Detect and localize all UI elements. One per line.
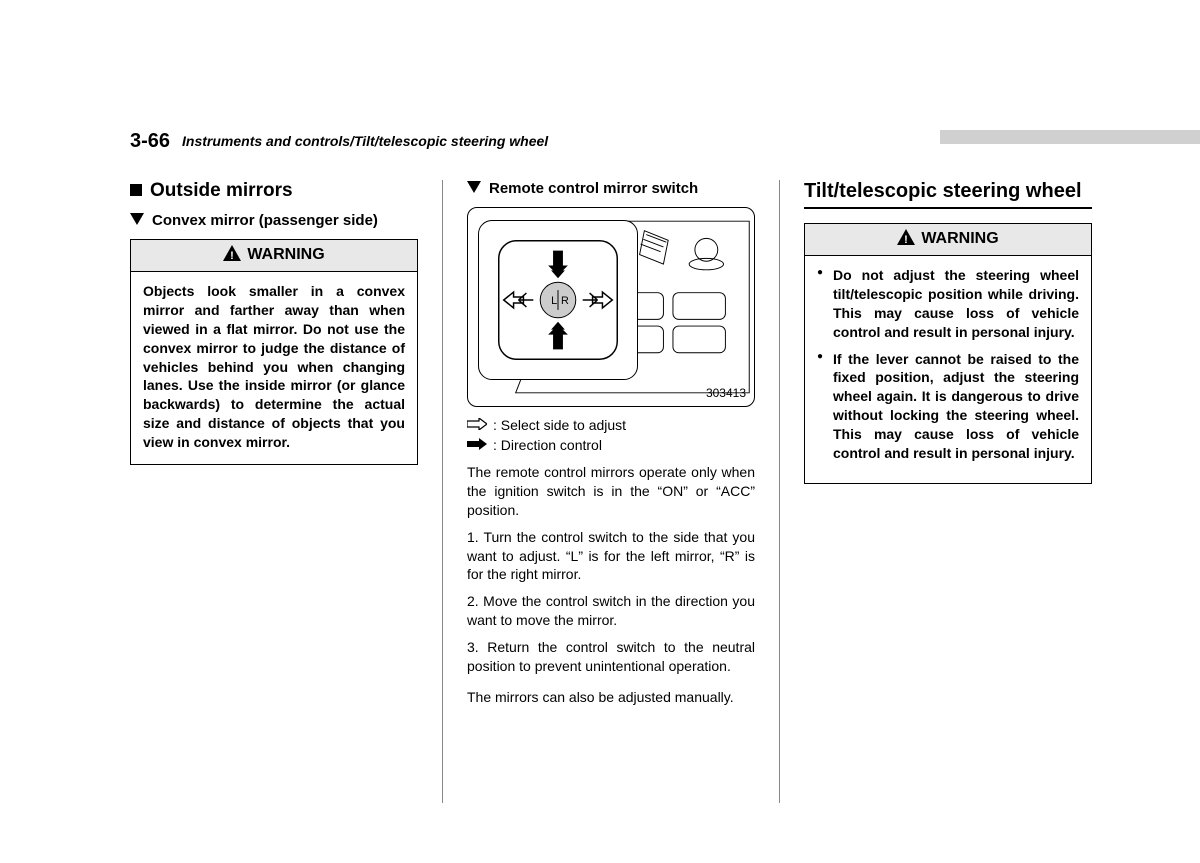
body-step-1: 1. Turn the control switch to the side t…: [467, 528, 755, 585]
arrow-solid-icon: [467, 437, 487, 453]
column-3: Tilt/telescopic steering wheel ! WARNING…: [804, 180, 1092, 803]
body-paragraph: The mirrors can also be adjusted manuall…: [467, 688, 755, 707]
figure-mirror-switch: L R 303413: [467, 207, 755, 407]
warning-box-steering: ! WARNING Do not adjust the steering whe…: [804, 223, 1092, 484]
legend-text: : Direction control: [493, 437, 602, 453]
figure-callout: L R: [478, 220, 638, 380]
subheading-text: Remote control mirror switch: [489, 180, 698, 197]
heading-outside-mirrors: Outside mirrors: [130, 180, 418, 202]
warning-bullet-2: If the lever cannot be raised to the fix…: [817, 350, 1079, 463]
triangle-down-icon: [467, 181, 481, 193]
body-step-2: 2. Move the control switch in the direct…: [467, 592, 755, 630]
warning-body-list: Do not adjust the steering wheel tilt/te…: [805, 256, 1091, 483]
warning-bullet-1: Do not adjust the steering wheel tilt/te…: [817, 266, 1079, 342]
warning-triangle-icon: !: [223, 245, 241, 266]
column-separator: [779, 180, 780, 803]
subheading-remote-switch: Remote control mirror switch: [467, 180, 755, 197]
svg-text:L: L: [551, 295, 557, 307]
warning-label: WARNING: [247, 246, 324, 263]
figure-id: 303413: [706, 386, 746, 400]
warning-title: ! WARNING: [805, 224, 1091, 256]
content-columns: Outside mirrors Convex mirror (passenger…: [130, 180, 1092, 803]
legend-select-side: : Select side to adjust: [467, 417, 755, 433]
warning-body-text: Objects look smaller in a convex mirror …: [131, 272, 417, 464]
heading-tilt-telescopic: Tilt/telescopic steering wheel: [804, 180, 1092, 209]
legend-direction: : Direction control: [467, 437, 755, 453]
body-paragraph: The remote control mirrors operate only …: [467, 463, 755, 520]
heading-text: Outside mirrors: [150, 180, 293, 201]
square-bullet-icon: [130, 184, 142, 196]
svg-text:!: !: [904, 234, 908, 245]
warning-label: WARNING: [921, 230, 998, 247]
svg-text:!: !: [230, 250, 234, 261]
header-title: Instruments and controls/Tilt/telescopic…: [182, 133, 548, 149]
body-step-3: 3. Return the control switch to the neut…: [467, 638, 755, 676]
subheading-convex-mirror: Convex mirror (passenger side): [130, 212, 418, 229]
warning-triangle-icon: !: [897, 229, 915, 250]
svg-text:R: R: [561, 295, 569, 307]
legend-text: : Select side to adjust: [493, 417, 626, 433]
page-header: 3-66 Instruments and controls/Tilt/teles…: [0, 130, 1200, 152]
warning-box-convex: ! WARNING Objects look smaller in a conv…: [130, 239, 418, 465]
page-number: 3-66: [130, 130, 170, 153]
arrow-outline-icon: [467, 417, 487, 433]
column-separator: [442, 180, 443, 803]
column-2: Remote control mirror switch: [467, 180, 755, 803]
subheading-text: Convex mirror (passenger side): [152, 212, 378, 229]
warning-title: ! WARNING: [131, 240, 417, 272]
column-1: Outside mirrors Convex mirror (passenger…: [130, 180, 418, 803]
triangle-down-icon: [130, 213, 144, 225]
manual-page: 3-66 Instruments and controls/Tilt/teles…: [0, 0, 1200, 863]
